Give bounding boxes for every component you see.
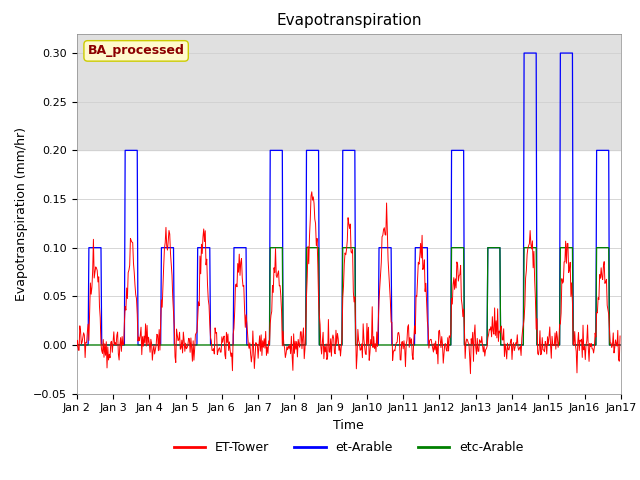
Legend: ET-Tower, et-Arable, etc-Arable: ET-Tower, et-Arable, etc-Arable bbox=[169, 436, 529, 459]
Bar bbox=[77, 34, 621, 150]
Text: BA_processed: BA_processed bbox=[88, 44, 184, 58]
Title: Evapotranspiration: Evapotranspiration bbox=[276, 13, 422, 28]
X-axis label: Time: Time bbox=[333, 419, 364, 432]
Y-axis label: Evapotranspiration (mm/hr): Evapotranspiration (mm/hr) bbox=[15, 127, 28, 300]
